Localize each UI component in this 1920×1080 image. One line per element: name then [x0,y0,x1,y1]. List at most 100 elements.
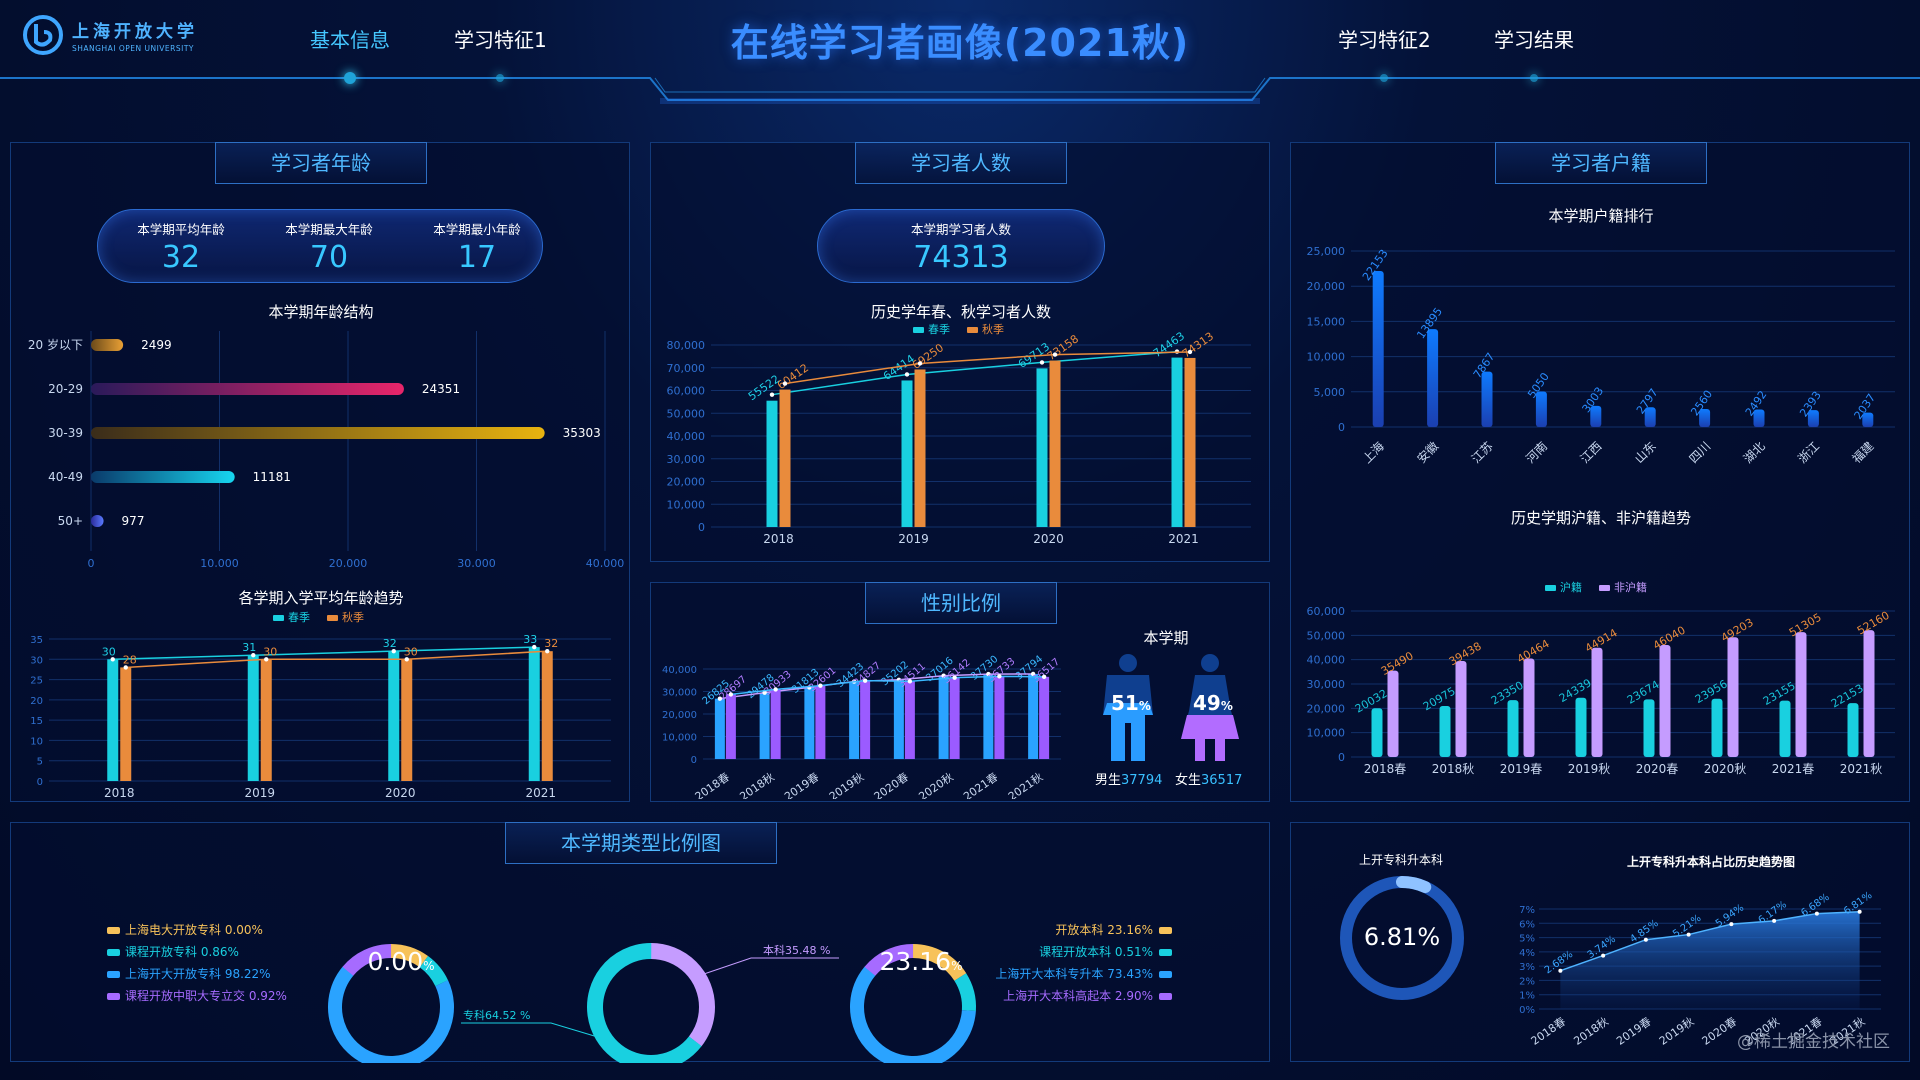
legend-item: 开放本科 23.16% [1055,921,1177,938]
series-line [771,350,1178,396]
y-tick-label: 0% [1519,1005,1535,1016]
donut-slice [587,943,715,1063]
learner-count-value: 74313 [913,240,1009,275]
data-label: 55522 [746,372,782,403]
bar [91,339,124,351]
x-tick-label: 2019春 [1500,762,1543,776]
bar [759,692,770,759]
data-label: 31 [242,641,256,654]
upgrade-gauge [1340,876,1464,1000]
data-label: 33 [523,633,537,646]
bar [901,380,913,527]
origin-panel-title: 学习者户籍 [1495,142,1707,184]
upgrade-gauge-title: 上开专科升本科 [1358,853,1443,867]
data-label: 24339 [1557,676,1594,705]
data-point [1039,360,1045,365]
nav-learning-feature-2[interactable]: 学习特征2 [1338,28,1431,52]
learner-count-chart-title: 历史学年春、秋学习者人数 [870,303,1051,321]
bar [904,681,915,759]
data-point [728,692,734,697]
x-tick-label: 2018秋 [1432,762,1475,776]
data-point [404,657,409,662]
bar [714,698,725,759]
bar [1644,407,1656,427]
male-count: 男生37794 [1095,773,1163,788]
data-point [1601,953,1606,958]
donut-slice [328,943,454,1063]
y-tick-label: 6% [1519,919,1535,930]
legend-item: 上海电大开放专科 0.00% [107,921,263,938]
x-tick-label: 四川 [1686,439,1713,466]
learner-count-chart: 0 10,000 20,000 30,000 40,000 50,000 60,000 70,… [667,323,1251,546]
nav-learning-result[interactable]: 学习结果 [1494,28,1574,52]
bar [1455,661,1467,757]
y-tick-label: 40,000 [662,665,697,676]
origin-trend-chart: 0 10,000 20,000 30,000 40,000 50,000 60,000 200… [1307,580,1895,776]
bar [804,687,815,759]
data-label: 30 [404,645,418,658]
data-point [762,690,767,695]
y-tick-label: 3% [1519,962,1535,973]
y-tick-label: 60,000 [667,385,706,398]
nav-indicator-active [344,72,356,84]
x-tick-label: 2019秋 [826,769,866,799]
gender-current-label: 本学期 [1143,629,1189,647]
x-tick-label: 2021 [525,786,556,800]
gender-panel: 性别比例 0 10,000 20,000 30,000 40,000 26825 29478… [650,582,1270,802]
bar [893,679,904,759]
bar [860,680,871,759]
y-tick-label: 4% [1519,948,1535,959]
data-label: 20032 [1353,687,1390,716]
y-tick-label: 25 [30,676,43,687]
max-age-value: 70 [309,240,349,275]
y-tick-label: 10,000 [1307,351,1346,364]
y-tick-label: 15,000 [1307,315,1346,328]
x-tick-label: 2018 [763,532,794,546]
data-point [907,679,913,684]
logo-name-en: SHANGHAI OPEN UNIVERSITY [72,44,195,53]
y-tick-label: 0 [691,755,697,766]
bar [1727,637,1739,757]
learner-count-panel-title: 学习者人数 [855,142,1067,184]
female-pct: 49% [1193,691,1233,715]
donut-slice [850,943,976,1063]
learner-count-label: 本学期学习者人数 [910,222,1011,237]
logo-icon [23,15,63,55]
bar [388,651,400,781]
bar [1507,700,1519,757]
y-tick-label: 5,000 [1314,386,1346,399]
data-label: 2560 [1688,388,1715,418]
data-label: 30 [263,645,277,658]
y-tick-label: 5% [1519,934,1535,945]
min-age-stat: 本学期最小年龄 17 [417,219,537,275]
bar [938,675,949,759]
bar [528,647,540,781]
x-tick-label: 20,000 [329,557,368,567]
legend-label: 秋季 [982,323,1004,336]
age-panel-title: 学习者年龄 [215,142,427,184]
nav-basic-info[interactable]: 基本信息 [310,28,390,52]
bar [983,674,994,759]
max-age-label: 本学期最大年龄 [285,222,373,237]
learner-count-panel: 学习者人数 本学期学习者人数 74313 历史学年春、秋学习者人数 0 10,00… [650,142,1270,562]
bar [1590,405,1602,427]
gauge-fill [1340,876,1464,1000]
y-tick-label: 20-29 [48,382,83,396]
data-point [1686,932,1691,937]
y-tick-label: 30,000 [667,453,706,466]
data-point [391,648,396,654]
upgrade-trend-chart: 0%1%2%3%4%5%6%7%2.68%2018春3.74%2018秋4.85… [1519,890,1881,1048]
y-tick-label: 50,000 [1307,629,1346,642]
x-tick-label: 2020春 [1636,762,1679,776]
x-tick-label: 2020春 [1700,1015,1739,1048]
x-tick-label: 2018秋 [1571,1014,1611,1048]
y-tick-label: 7% [1519,905,1535,916]
bar [994,676,1005,759]
learner-count-box [817,209,1105,283]
data-label: 2499 [141,338,172,352]
x-tick-label: 2020 [385,786,416,800]
nav-learning-feature-1[interactable]: 学习特征1 [454,28,547,52]
y-tick-label: 20 [30,696,43,707]
data-point [1643,937,1648,942]
